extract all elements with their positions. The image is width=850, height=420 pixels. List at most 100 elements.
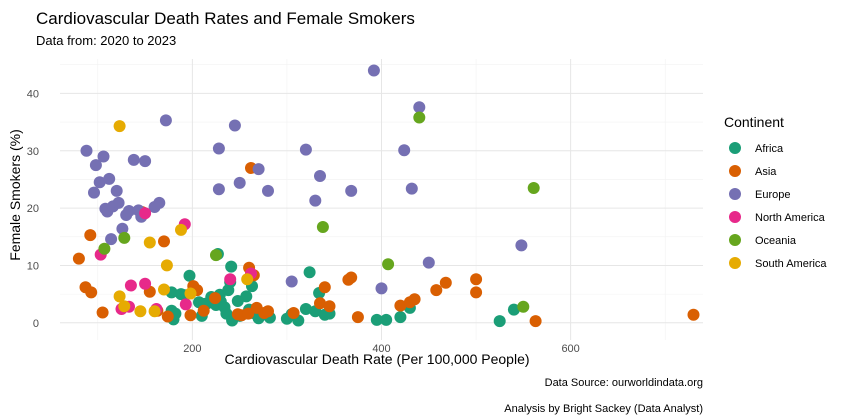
data-point-south-america	[241, 273, 254, 286]
data-point-europe	[110, 184, 123, 197]
legend-key	[729, 257, 741, 269]
data-point-south-america	[184, 287, 197, 300]
data-point-north-america	[139, 207, 152, 220]
data-point-oceania	[527, 182, 540, 194]
data-point-oceania	[118, 231, 131, 244]
data-point-asia	[158, 235, 170, 248]
data-point-asia	[318, 281, 331, 294]
data-point-europe	[116, 222, 129, 235]
data-point-south-america	[175, 223, 187, 236]
x-tick-label: 400	[372, 343, 390, 355]
data-point-south-america	[113, 120, 126, 133]
x-tick-label: 600	[561, 343, 579, 355]
data-point-africa	[231, 295, 244, 307]
data-point-africa	[507, 303, 520, 316]
legend-label: Oceania	[755, 235, 797, 247]
x-axis-ticks: 200 400 600	[183, 343, 580, 355]
legend-label: Asia	[755, 166, 777, 178]
data-point-asia	[529, 315, 542, 328]
y-tick-label: 10	[27, 260, 39, 272]
y-tick-label: 0	[33, 318, 39, 330]
data-point-europe	[93, 176, 106, 189]
legend-key	[729, 211, 741, 223]
data-point-europe	[262, 184, 274, 197]
y-axis-label: Female Smokers (%)	[7, 129, 23, 260]
data-point-europe	[97, 150, 110, 163]
data-point-asia	[687, 308, 700, 321]
data-point-asia	[345, 271, 358, 284]
data-point-europe	[103, 172, 116, 185]
data-points	[72, 64, 700, 328]
data-point-asia	[351, 311, 364, 324]
legend-label: Africa	[755, 143, 784, 155]
data-point-europe	[89, 159, 102, 172]
data-point-south-america	[113, 290, 126, 303]
legend: Continent Africa Asia Europe North America O…	[724, 114, 827, 270]
data-point-south-america	[134, 305, 147, 318]
data-point-africa	[225, 260, 238, 273]
data-point-europe	[228, 119, 241, 132]
data-point-asia	[85, 286, 98, 299]
data-point-europe	[212, 142, 225, 155]
data-point-europe	[398, 144, 411, 157]
legend-label: Europe	[755, 189, 790, 201]
data-point-europe	[233, 176, 246, 189]
y-tick-label: 20	[27, 203, 39, 215]
data-point-asia	[84, 229, 97, 242]
x-axis-label: Cardiovascular Death Rate (Per 100,000 P…	[224, 351, 529, 367]
data-point-asia	[314, 297, 326, 310]
data-point-asia	[470, 286, 483, 299]
legend-key	[729, 234, 741, 246]
data-point-south-america	[160, 259, 173, 272]
legend-key	[729, 188, 741, 200]
caption-source: Data Source: ourworldindata.org	[545, 377, 703, 389]
data-point-asia	[430, 284, 443, 297]
data-point-europe	[309, 194, 322, 207]
data-point-europe	[139, 155, 152, 168]
data-point-europe	[112, 196, 125, 209]
y-axis-ticks: 0 10 20 30 40	[27, 88, 39, 329]
data-point-north-america	[179, 298, 192, 311]
legend-title: Continent	[724, 114, 784, 130]
data-point-asia	[197, 304, 210, 317]
data-point-europe	[88, 186, 100, 199]
data-point-europe	[345, 184, 358, 197]
chart-subtitle: Data from: 2020 to 2023	[36, 33, 176, 48]
legend-label: South America	[755, 258, 827, 270]
caption-author: Analysis by Bright Sackey (Data Analyst)	[504, 403, 703, 415]
data-point-asia	[287, 307, 300, 319]
data-point-europe	[123, 205, 135, 217]
data-point-europe	[212, 183, 225, 196]
data-point-oceania	[210, 249, 222, 262]
data-point-europe	[314, 170, 326, 182]
data-point-asia	[439, 276, 452, 289]
data-point-europe	[285, 275, 298, 288]
data-point-europe	[299, 143, 312, 156]
data-point-oceania	[517, 300, 530, 313]
x-tick-label: 200	[183, 343, 201, 355]
data-point-north-america	[224, 273, 237, 286]
data-point-europe	[105, 233, 118, 246]
legend-key	[729, 142, 741, 154]
legend-label: North America	[755, 212, 826, 224]
data-point-south-america	[118, 300, 131, 313]
data-point-africa	[299, 303, 312, 315]
data-point-oceania	[413, 111, 426, 124]
y-tick-label: 40	[27, 88, 39, 100]
chart-title: Cardiovascular Death Rates and Female Sm…	[36, 9, 415, 28]
data-point-asia	[323, 300, 336, 313]
data-point-europe	[252, 163, 265, 176]
data-point-asia	[184, 309, 197, 322]
data-point-africa	[303, 266, 316, 279]
data-point-asia	[209, 292, 222, 305]
data-point-europe	[153, 196, 166, 209]
data-point-south-america	[148, 305, 161, 318]
data-point-europe	[422, 256, 435, 269]
data-point-europe	[367, 64, 380, 77]
data-point-asia	[394, 299, 407, 312]
data-point-asia	[242, 307, 255, 320]
data-point-south-america	[143, 236, 156, 249]
data-point-asia	[161, 310, 174, 323]
data-point-asia	[470, 273, 483, 286]
data-point-europe	[159, 114, 172, 127]
